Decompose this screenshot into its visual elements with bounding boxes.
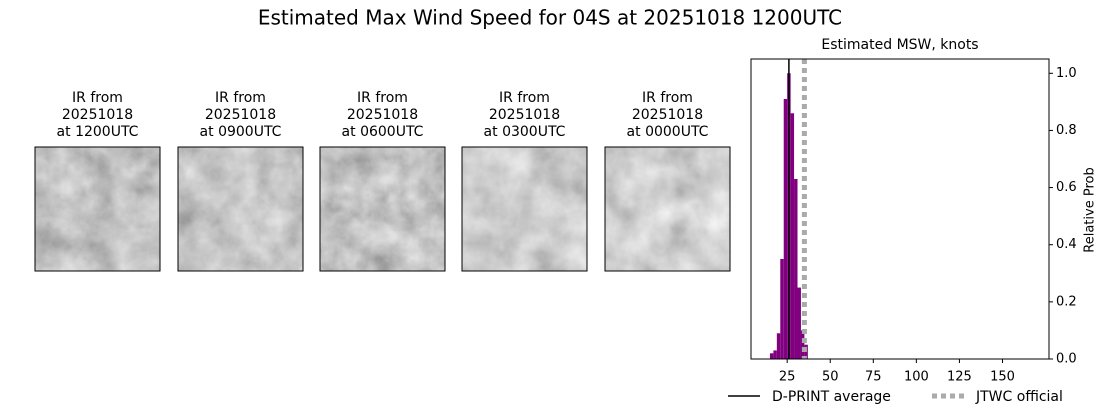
image-frame	[319, 146, 446, 272]
y-tick-label: 0.4	[1056, 237, 1077, 252]
ir-image	[320, 147, 445, 271]
bar	[780, 259, 784, 359]
chart-title: Estimated MSW, knots	[821, 37, 978, 53]
bar	[797, 287, 801, 359]
panel-title: at 0900UTC	[200, 124, 282, 140]
bar	[783, 99, 788, 359]
panel-title: 20251018	[347, 107, 418, 123]
bar	[773, 350, 777, 359]
x-tick-label: 125	[947, 370, 972, 385]
x-tick-label: 100	[904, 370, 929, 385]
bar	[776, 333, 781, 359]
panel-title: 20251018	[205, 107, 276, 123]
y-tick-label: 0.2	[1056, 294, 1077, 309]
ir-image	[462, 147, 587, 271]
panel-title: at 0000UTC	[627, 124, 709, 140]
y-tick-label: 0.0	[1056, 352, 1077, 367]
image-frame	[604, 146, 731, 272]
image-frame	[34, 146, 161, 272]
panel-title: IR from	[357, 90, 408, 106]
panel-title: at 0300UTC	[484, 124, 566, 140]
x-tick-label: 50	[822, 370, 839, 385]
image-frame	[461, 146, 588, 272]
panel-title: 20251018	[489, 107, 560, 123]
y-tick-label: 1.0	[1056, 66, 1077, 81]
bar	[790, 113, 795, 360]
panel-title: IR from	[642, 90, 693, 106]
ir-image	[178, 147, 303, 271]
panel-title: IR from	[499, 90, 550, 106]
ir-image	[605, 147, 730, 271]
bar	[800, 330, 805, 359]
image-frame	[177, 146, 304, 272]
panel-title: at 1200UTC	[57, 124, 139, 140]
bar	[794, 179, 798, 359]
x-tick-label: 25	[779, 370, 796, 385]
y-tick-label: 0.8	[1056, 123, 1077, 138]
ir-image	[35, 147, 160, 271]
legend-label: D-PRINT average	[772, 389, 891, 405]
x-tick-label: 75	[865, 370, 882, 385]
panel-title: 20251018	[62, 107, 133, 123]
panel-title: IR from	[215, 90, 266, 106]
bar	[769, 353, 774, 359]
panel-title: 20251018	[632, 107, 703, 123]
panel-title: IR from	[72, 90, 123, 106]
figure-title: Estimated Max Wind Speed for 04S at 2025…	[258, 6, 842, 30]
panel-title: at 0600UTC	[342, 124, 424, 140]
y-tick-label: 0.6	[1056, 180, 1077, 195]
y-axis-label: Relative Prob	[1083, 167, 1098, 252]
plot-frame	[750, 58, 1050, 360]
x-tick-label: 150	[990, 370, 1015, 385]
legend-label: JTWC official	[975, 389, 1063, 405]
